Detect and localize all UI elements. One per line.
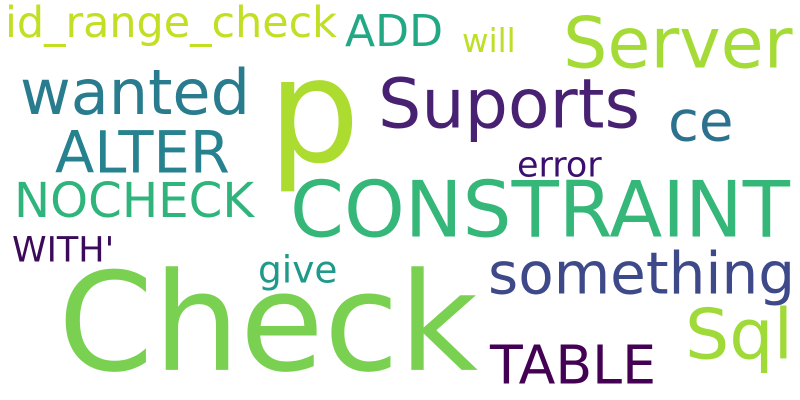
word-table: TABLE — [490, 334, 656, 397]
word-will: will — [462, 22, 516, 61]
word-constraint: CONSTRAINT — [290, 165, 790, 256]
word-error: error — [517, 143, 602, 186]
word-add: ADD — [345, 5, 443, 57]
word-with: WITH' — [12, 228, 115, 271]
word-alter: ALTER — [55, 120, 230, 187]
word-sql: Sql — [685, 293, 794, 376]
word-suports: Suports — [378, 63, 641, 144]
word-ce: ce — [668, 89, 734, 155]
word-give: give — [258, 248, 338, 293]
word-something: something — [488, 239, 796, 308]
word-id-range-check: id_range_check — [5, 0, 337, 48]
word-nocheck: NOCHECK — [14, 173, 255, 230]
word-check: Check — [58, 243, 479, 400]
word-wanted: wanted — [20, 56, 251, 129]
word-p: p — [268, 27, 360, 196]
word-server: Server — [563, 3, 793, 85]
